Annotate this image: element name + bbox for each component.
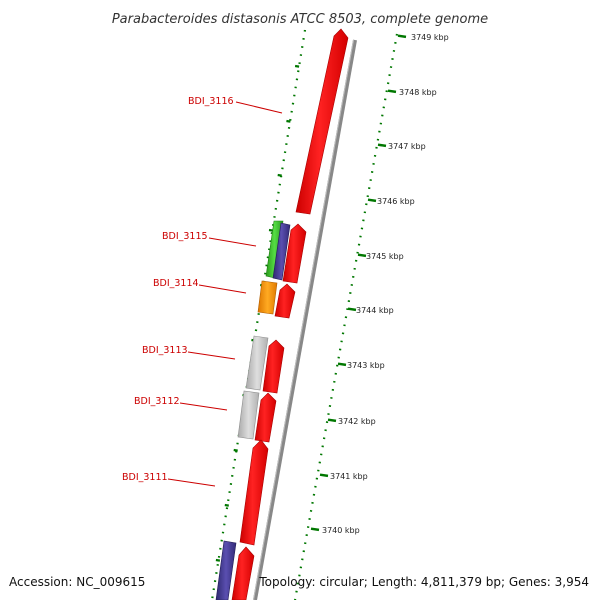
gene-arrow[interactable]	[254, 392, 277, 443]
gene-arrow[interactable]	[282, 223, 307, 284]
gene-block-grey[interactable]	[237, 390, 260, 440]
scale-tick-label: 3748 kbp	[399, 88, 437, 97]
gene-block-green[interactable]	[265, 220, 284, 279]
gene-arrow[interactable]	[295, 28, 349, 215]
scale-tick-label: 3740 kbp	[322, 526, 360, 535]
gene-label-bdi-3112[interactable]: BDI_3112	[134, 396, 180, 407]
gene-labels: BDI_3116 BDI_3115 BDI_3114 BDI_3113 BDI_…	[122, 96, 234, 483]
accession-text: Accession: NC_009615	[9, 575, 145, 589]
outer-scale-dots	[293, 33, 399, 600]
scale-tick-label: 3749 kbp	[411, 33, 449, 42]
gene-arrow[interactable]	[231, 546, 255, 600]
genome-backbone	[253, 39, 357, 600]
gene-label-bdi-3111[interactable]: BDI_3111	[122, 472, 168, 483]
gene-arrow[interactable]	[262, 339, 285, 394]
reverse-strand-genes	[215, 220, 291, 600]
gene-label-bdi-3115[interactable]: BDI_3115	[162, 231, 208, 242]
scale-tick-label: 3747 kbp	[388, 142, 426, 151]
gene-label-bdi-3113[interactable]: BDI_3113	[142, 345, 188, 356]
gene-arrow[interactable]	[239, 439, 269, 546]
scale-tick-label: 3745 kbp	[366, 252, 404, 261]
scale-tick-label: 3746 kbp	[377, 197, 415, 206]
scale-tick-label: 3744 kbp	[356, 306, 394, 315]
gene-label-bdi-3116[interactable]: BDI_3116	[188, 96, 234, 107]
gene-arrow[interactable]	[274, 283, 296, 319]
gene-block-grey[interactable]	[245, 335, 269, 391]
scale-tick-label: 3741 kbp	[330, 472, 368, 481]
scale-tick-labels: 3749 kbp 3748 kbp 3747 kbp 3746 kbp 3745…	[322, 33, 449, 535]
scale-major-ticks	[310, 34, 407, 532]
gene-block-purple[interactable]	[215, 540, 237, 600]
gene-label-bdi-3114[interactable]: BDI_3114	[153, 278, 199, 289]
genome-summary-text: Topology: circular; Length: 4,811,379 bp…	[258, 575, 589, 589]
genome-backbone-highlight	[253, 39, 354, 600]
gene-block-purple[interactable]	[272, 222, 291, 281]
scale-tick-label: 3742 kbp	[338, 417, 376, 426]
gene-callout-lines	[167, 101, 283, 487]
scale-tick-label: 3743 kbp	[347, 361, 385, 370]
forward-strand-genes	[231, 28, 349, 600]
gene-block-orange[interactable]	[257, 280, 278, 315]
map-title: Parabacteroides distasonis ATCC 8503, co…	[112, 12, 488, 27]
